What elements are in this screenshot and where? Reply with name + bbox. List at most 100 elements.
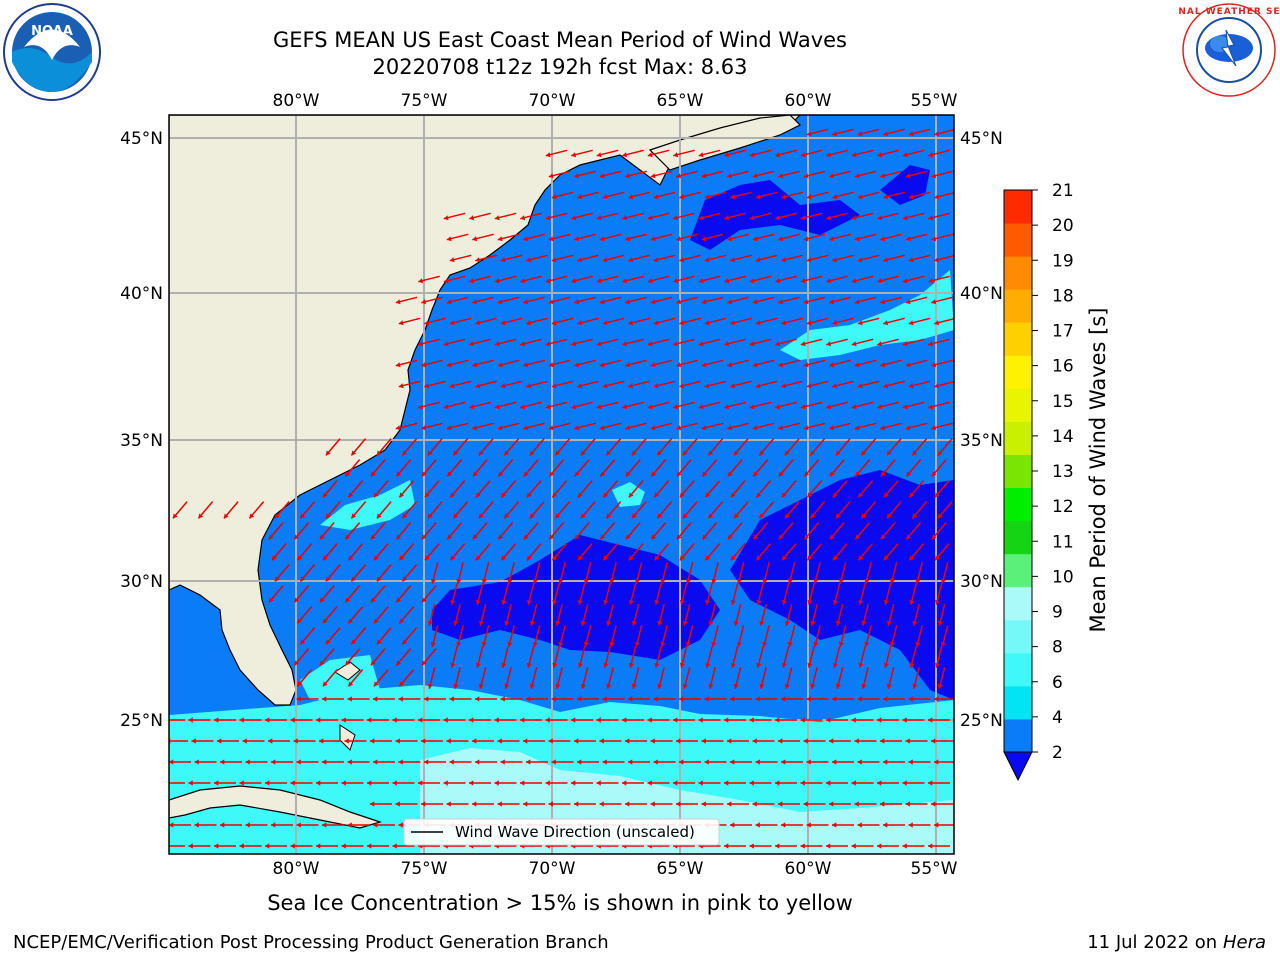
wave-arrow-head: [526, 696, 531, 702]
wave-arrow-head: [399, 681, 405, 687]
wave-arrow-head: [800, 843, 805, 849]
wave-arrow-head: [724, 780, 729, 786]
wave-arrow-head: [446, 236, 452, 242]
lat-tick-right-35: 35°N: [960, 431, 1003, 451]
wave-arrow-head: [657, 450, 663, 456]
wave-arrow-head: [475, 662, 481, 668]
wave-arrow-head: [577, 759, 582, 765]
wave-arrow-head: [829, 471, 835, 477]
wave-arrow-head: [676, 173, 682, 179]
colorbar: 2 4 6 8 9 10 11 12 13 14 15 16 17 18 19 20 21: [1003, 181, 1074, 782]
wave-arrow-head: [902, 717, 907, 723]
wave-arrow-head: [730, 194, 736, 200]
wave-arrow-head: [475, 383, 481, 389]
wave-arrow-head: [558, 641, 564, 647]
wave-arrow-head: [727, 299, 733, 305]
wave-arrow-head: [864, 641, 870, 647]
wave-arrow-head: [880, 471, 886, 477]
wave-arrow-head: [421, 738, 426, 744]
wave-arrow-head: [188, 780, 193, 786]
wave-arrow-head: [421, 597, 427, 603]
wave-arrow-head: [609, 578, 615, 584]
wave-arrow-head: [622, 215, 628, 221]
wave-arrow-head: [883, 599, 889, 605]
wave-arrow-head: [245, 822, 250, 828]
wave-arrow-head: [698, 780, 703, 786]
wave-arrow-head: [421, 660, 427, 666]
wave-arrow-head: [548, 299, 554, 305]
wave-arrow-head: [214, 717, 219, 723]
wave-arrow-head: [424, 383, 430, 389]
wave-arrow-head: [787, 578, 793, 584]
wave-arrow-head: [494, 717, 499, 723]
wave-arrow-head: [912, 683, 918, 689]
wave-arrow-head: [424, 759, 429, 765]
wave-arrow-head: [908, 131, 914, 137]
wave-arrow-head: [934, 759, 939, 765]
wave-arrow-head: [504, 683, 510, 689]
wave-arrow-head: [724, 152, 730, 158]
wave-arrow-head: [679, 662, 685, 668]
wave-arrow-head: [596, 404, 602, 410]
wave-arrow-head: [602, 696, 607, 702]
wind-wave-arrows: [169, 128, 954, 849]
wave-arrow-head: [497, 738, 502, 744]
wave-arrow-head: [755, 257, 761, 263]
wave-arrow-head: [654, 599, 660, 605]
wave-arrow-head: [759, 450, 765, 456]
wave-arrow-head: [902, 278, 908, 284]
wave-arrow-head: [724, 215, 730, 221]
wave-arrow-head: [571, 780, 576, 786]
wave-arrow-head: [854, 362, 860, 368]
wave-arrow-head: [398, 320, 404, 326]
wave-arrow-head: [698, 215, 704, 221]
wave-arrow-head: [934, 492, 940, 498]
wave-arrow-head: [497, 801, 502, 807]
wave-arrow-head: [806, 257, 812, 263]
colorbar-tick-label: 19: [1052, 251, 1074, 271]
wave-arrow-head: [430, 578, 436, 584]
wave-arrow-head: [679, 492, 685, 498]
wave-arrow-head: [877, 341, 883, 347]
wave-arrow-head: [198, 513, 204, 519]
wave-arrow-head: [759, 513, 765, 519]
wave-arrow-head: [880, 738, 885, 744]
wave-arrow-head: [580, 513, 586, 519]
wave-arrow-head: [651, 534, 657, 540]
wave-arrow-head: [682, 620, 688, 626]
wave-arrow-head: [781, 696, 786, 702]
wave-arrow-head: [622, 717, 627, 723]
wave-arrow-head: [708, 620, 714, 626]
wave-arrow-head: [647, 341, 653, 347]
wave-arrow-head: [775, 341, 781, 347]
wave-arrow-head: [602, 320, 608, 326]
wave-arrow-head: [807, 599, 813, 605]
wave-arrow-head: [886, 513, 892, 519]
wave-arrow-head: [676, 738, 681, 744]
wave-arrow-head: [708, 683, 714, 689]
wave-arrow-head: [803, 299, 809, 305]
wave-arrow-head: [475, 320, 481, 326]
wave-arrow-head: [657, 620, 663, 626]
wave-arrow-head: [832, 194, 838, 200]
wave-arrow-head: [749, 843, 754, 849]
wave-arrow-head: [650, 236, 656, 242]
wave-arrow-head: [367, 780, 372, 786]
wave-arrow-head: [647, 215, 653, 221]
wave-arrow-head: [804, 471, 810, 477]
colorbar-tick-label: 11: [1052, 532, 1074, 552]
wave-arrow-head: [829, 738, 834, 744]
colorbar-tick-label: 10: [1052, 567, 1074, 587]
wave-arrow-head: [596, 717, 601, 723]
wave-arrow-head: [239, 780, 244, 786]
wave-arrow-head: [475, 599, 481, 605]
wave-arrow-head: [577, 555, 583, 561]
wave-arrow-head: [600, 471, 606, 477]
wave-arrow-head: [701, 236, 707, 242]
wave-arrow-head: [708, 450, 714, 456]
wave-arrow-head: [826, 843, 831, 849]
wave-arrow-head: [622, 341, 628, 347]
wave-arrow-head: [370, 471, 376, 477]
wave-arrow-head: [912, 450, 918, 456]
wave-arrow-head: [325, 576, 331, 582]
